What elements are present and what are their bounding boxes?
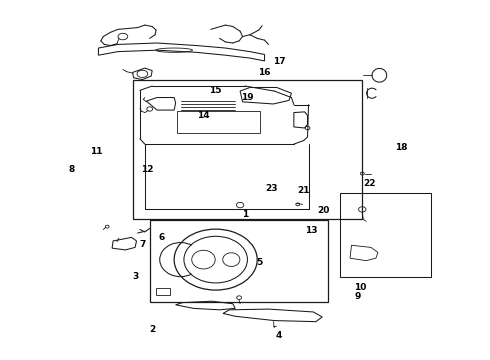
Bar [340,193,431,277]
Text: 11: 11 [90,147,102,156]
Text: 1: 1 [242,210,248,219]
Text: 19: 19 [241,93,254,102]
Text: 17: 17 [273,57,286,66]
Text: 6: 6 [159,233,165,242]
Text: 20: 20 [317,206,329,215]
Text: 22: 22 [364,179,376,188]
Text: 4: 4 [276,332,282,341]
Bar [176,111,260,134]
Text: 8: 8 [69,165,74,174]
Text: 9: 9 [354,292,361,301]
Text: 7: 7 [139,240,146,249]
Text: 2: 2 [149,325,155,334]
Text: 15: 15 [209,86,222,95]
Text: 23: 23 [266,184,278,193]
Bar [150,220,328,302]
Text: 12: 12 [141,165,153,174]
Text: 14: 14 [197,111,210,120]
Text: 18: 18 [395,143,408,152]
Text: 13: 13 [305,226,317,235]
Text: 10: 10 [354,283,366,292]
Text: 21: 21 [297,186,310,195]
Text: 5: 5 [257,258,263,267]
Bar [156,288,170,296]
Text: 16: 16 [258,68,271,77]
Bar [133,80,362,220]
Text: 3: 3 [132,272,138,281]
